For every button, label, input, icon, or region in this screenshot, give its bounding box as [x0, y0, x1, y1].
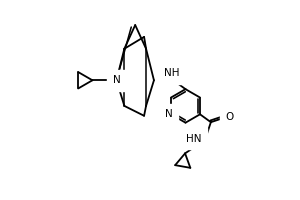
- Text: NH: NH: [164, 68, 179, 78]
- Text: N: N: [164, 109, 172, 119]
- Text: N: N: [112, 75, 120, 85]
- Text: O: O: [225, 112, 233, 122]
- Text: HN: HN: [186, 134, 201, 144]
